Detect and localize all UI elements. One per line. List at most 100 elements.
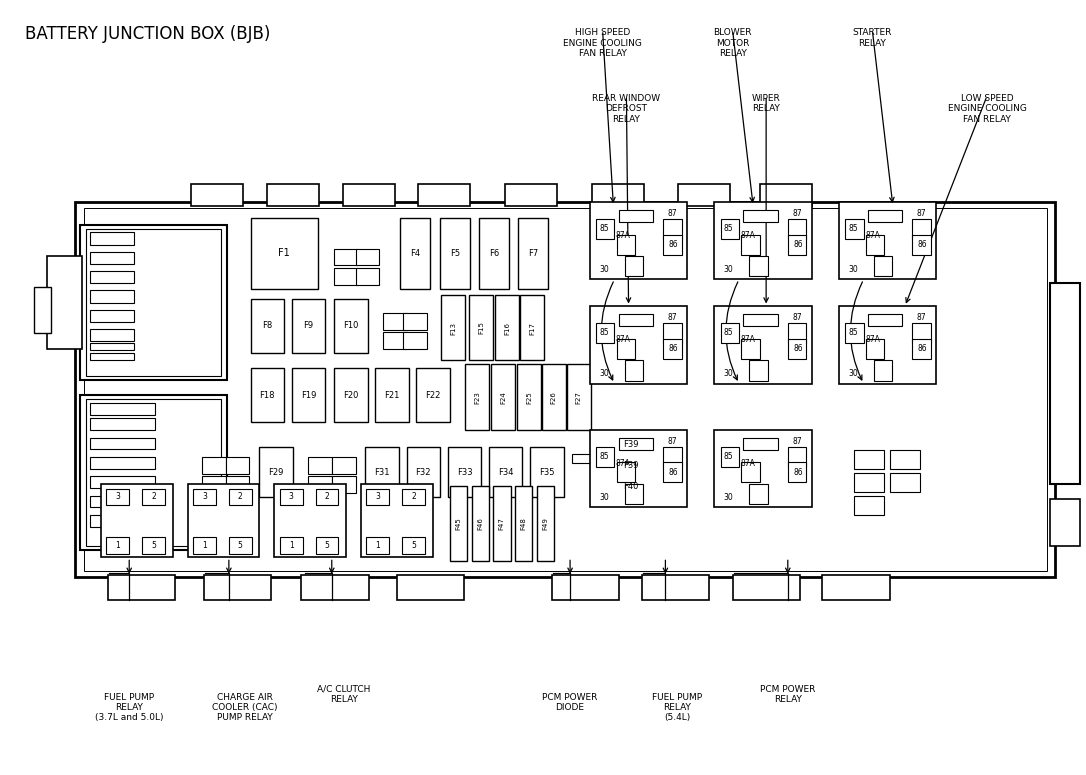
Bar: [489, 447, 522, 497]
Bar: [787, 219, 806, 239]
Bar: [590, 306, 687, 384]
Text: F49: F49: [542, 517, 548, 530]
Text: 30: 30: [599, 265, 609, 274]
Bar: [355, 249, 379, 266]
Text: 30: 30: [848, 369, 858, 378]
Bar: [617, 235, 635, 255]
Bar: [229, 489, 252, 505]
Text: F18: F18: [260, 391, 275, 400]
Text: 87: 87: [793, 437, 801, 446]
Text: 86: 86: [794, 468, 803, 477]
Bar: [912, 323, 931, 343]
Bar: [418, 184, 470, 206]
Text: 30: 30: [724, 493, 734, 501]
Bar: [375, 368, 408, 422]
Bar: [715, 430, 811, 507]
Bar: [838, 202, 936, 280]
Bar: [866, 339, 884, 359]
Text: 1: 1: [289, 541, 293, 550]
Text: 86: 86: [669, 468, 679, 477]
Bar: [316, 537, 338, 553]
Bar: [596, 219, 615, 239]
Text: 86: 86: [669, 344, 679, 353]
Text: 85: 85: [724, 224, 733, 233]
Bar: [520, 294, 544, 360]
Bar: [1050, 499, 1081, 546]
Bar: [679, 184, 731, 206]
Bar: [642, 575, 709, 600]
Text: F27: F27: [576, 391, 582, 404]
Bar: [868, 210, 902, 222]
Bar: [90, 403, 155, 415]
Bar: [572, 454, 603, 463]
Text: 87: 87: [668, 209, 678, 218]
Bar: [715, 306, 811, 384]
Text: FUEL PUMP
RELAY
(3.7L and 5.0L): FUEL PUMP RELAY (3.7L and 5.0L): [94, 693, 164, 722]
Text: 87: 87: [917, 313, 926, 322]
Text: 30: 30: [848, 265, 858, 274]
Bar: [106, 489, 129, 505]
Bar: [416, 368, 450, 422]
Bar: [90, 418, 155, 430]
Text: 86: 86: [794, 240, 803, 249]
Bar: [465, 364, 489, 430]
Bar: [542, 364, 566, 430]
Bar: [229, 537, 252, 553]
Text: 30: 30: [724, 369, 734, 378]
Bar: [845, 323, 863, 343]
Bar: [402, 537, 425, 553]
Bar: [854, 450, 884, 469]
Bar: [333, 268, 357, 284]
Text: 85: 85: [848, 328, 858, 337]
Bar: [302, 575, 368, 600]
Bar: [874, 257, 893, 277]
Bar: [536, 486, 554, 561]
Text: F24: F24: [500, 391, 506, 404]
Bar: [90, 309, 134, 322]
Bar: [90, 232, 134, 245]
Text: 3: 3: [376, 492, 380, 501]
Text: 86: 86: [669, 240, 679, 249]
Bar: [590, 202, 687, 280]
Text: F34: F34: [497, 468, 514, 477]
Text: F8: F8: [262, 321, 273, 330]
Bar: [441, 294, 465, 360]
Bar: [292, 298, 326, 353]
Bar: [742, 235, 760, 255]
Text: F39: F39: [623, 461, 639, 470]
Bar: [365, 447, 399, 497]
Bar: [382, 312, 406, 329]
Text: 87: 87: [917, 209, 926, 218]
Text: F29: F29: [268, 468, 283, 477]
Text: F47: F47: [498, 517, 505, 530]
Bar: [495, 294, 519, 360]
Text: PCM POWER
DIODE: PCM POWER DIODE: [542, 693, 597, 712]
Bar: [619, 210, 653, 222]
Text: F23: F23: [473, 391, 480, 404]
Text: 87A: 87A: [616, 231, 631, 240]
Bar: [605, 457, 657, 474]
Bar: [624, 257, 643, 277]
Bar: [742, 463, 760, 483]
Text: BLOWER
MOTOR
RELAY: BLOWER MOTOR RELAY: [714, 29, 752, 58]
Bar: [402, 489, 425, 505]
Bar: [619, 438, 653, 450]
Bar: [759, 184, 811, 206]
Bar: [664, 463, 682, 483]
Text: 87A: 87A: [741, 231, 756, 240]
Bar: [517, 364, 541, 430]
Bar: [86, 229, 222, 376]
Bar: [202, 457, 226, 474]
Bar: [617, 463, 635, 483]
Bar: [515, 486, 532, 561]
Bar: [787, 447, 806, 467]
Text: 87A: 87A: [866, 335, 880, 344]
Bar: [355, 268, 379, 284]
Text: 87: 87: [793, 209, 801, 218]
Bar: [333, 298, 367, 353]
Text: F22: F22: [426, 391, 441, 400]
Bar: [90, 438, 155, 449]
Bar: [90, 252, 134, 264]
Text: BATTERY JUNCTION BOX (BJB): BATTERY JUNCTION BOX (BJB): [25, 25, 270, 43]
Bar: [260, 447, 293, 497]
